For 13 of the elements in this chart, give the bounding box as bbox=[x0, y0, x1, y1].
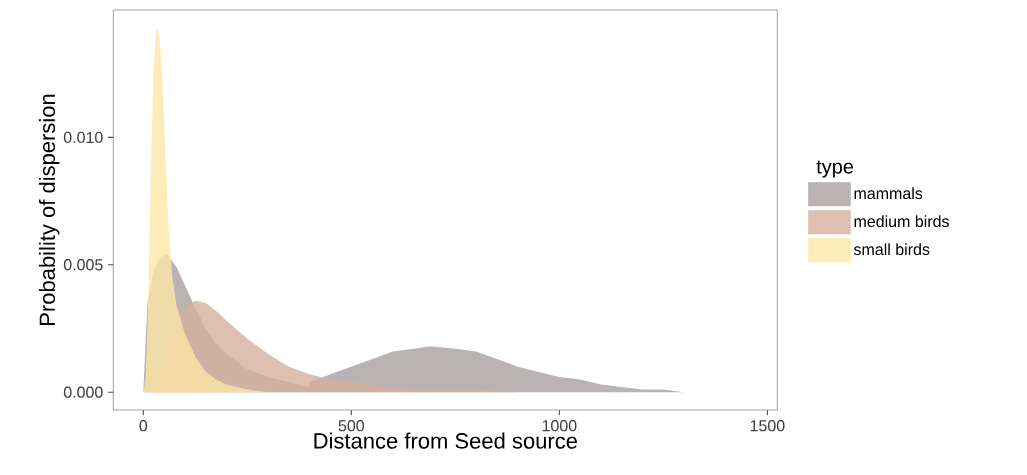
y-tick-label: 0.010 bbox=[63, 131, 103, 144]
y-axis-title: Probability of dispersion bbox=[38, 94, 60, 325]
legend-title: type bbox=[816, 160, 854, 178]
y-tick-label: 0.005 bbox=[63, 259, 103, 271]
x-tick-label: 500 bbox=[338, 420, 365, 432]
x-tick-label: 1000 bbox=[542, 420, 577, 432]
x-tick-label: 0 bbox=[139, 420, 148, 432]
legend-label: small birds bbox=[853, 243, 930, 256]
x-tick-label: 1500 bbox=[750, 420, 785, 432]
y-tick-label: 0.000 bbox=[63, 386, 103, 398]
legend-label: mammals bbox=[854, 187, 923, 200]
x-axis-title: Distance from Seed source bbox=[314, 432, 577, 449]
legend-label: medium birds bbox=[854, 215, 949, 228]
